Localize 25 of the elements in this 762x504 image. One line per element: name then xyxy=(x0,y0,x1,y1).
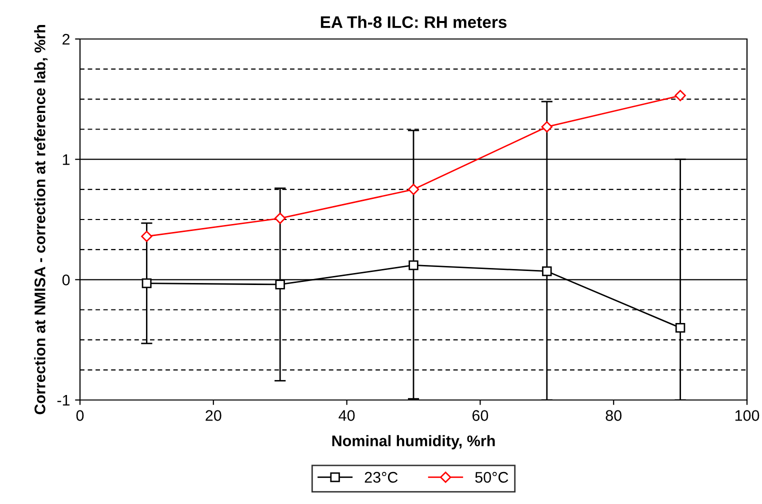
y-tick-label: 0 xyxy=(62,274,70,286)
x-tick-label: 0 xyxy=(76,410,84,421)
y-tick-label: 2 xyxy=(62,34,70,45)
point xyxy=(274,212,286,224)
x-tick-label: 100 xyxy=(735,410,760,421)
point xyxy=(542,266,552,276)
x-tick-label: 20 xyxy=(206,410,222,421)
point xyxy=(408,184,420,196)
x-axis-title: Nominal humidity, %rh xyxy=(332,435,495,450)
point xyxy=(408,260,418,270)
y-axis-title: Correction at NMISA - correction at reference lab, %rh xyxy=(34,25,48,414)
legend-label: 23°C xyxy=(364,472,398,483)
y-tick-label: -1 xyxy=(57,395,70,406)
point xyxy=(674,90,686,102)
point xyxy=(275,280,285,290)
point xyxy=(142,278,152,288)
chart-title: EA Th-8 ILC: RH meters xyxy=(320,16,506,28)
legend-label: 50°C xyxy=(475,472,508,483)
point xyxy=(541,121,553,132)
x-tick-label: 40 xyxy=(338,410,355,421)
x-tick-label: 60 xyxy=(472,410,488,421)
point xyxy=(141,230,152,242)
x-tick-label: 80 xyxy=(606,410,622,421)
point xyxy=(675,322,686,333)
y-tick-label: 1 xyxy=(62,154,70,165)
